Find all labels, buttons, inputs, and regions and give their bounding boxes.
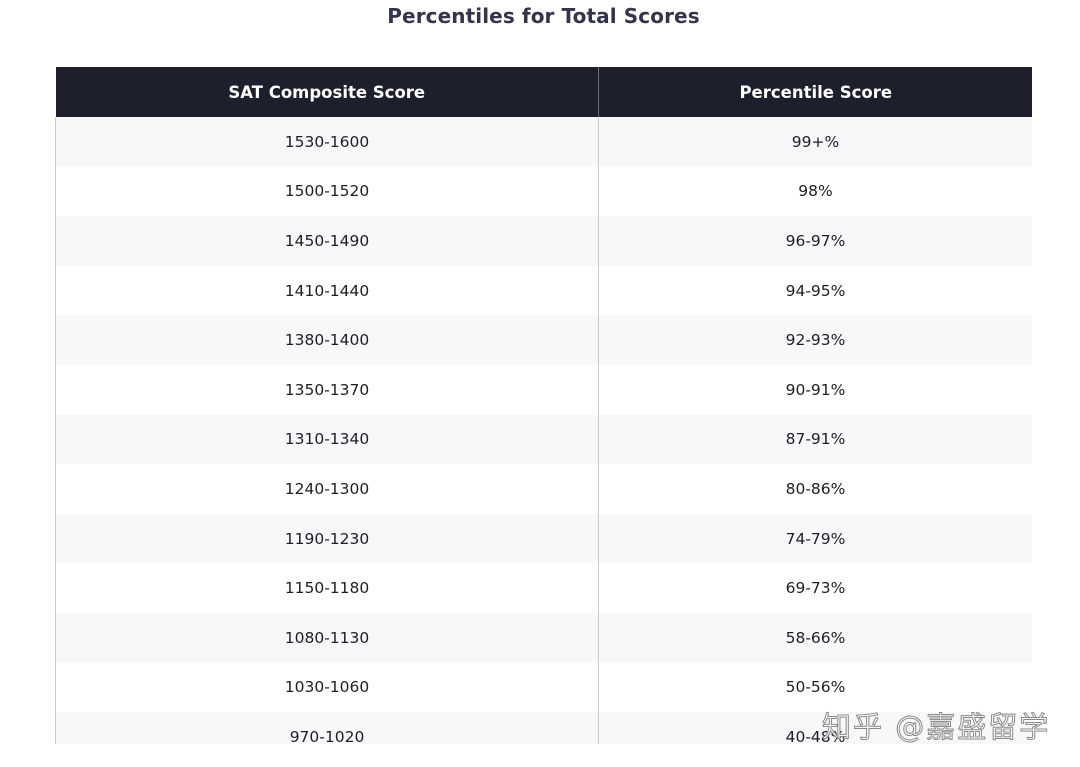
percentile-cell: 90-91% xyxy=(598,364,1032,415)
table-row: 1080-1130 58-66% xyxy=(55,612,1032,663)
score-cell: 1150-1180 xyxy=(55,563,599,613)
percentile-cell: 69-73% xyxy=(598,563,1032,613)
percentile-table: SAT Composite Score Percentile Score 153… xyxy=(55,67,1032,744)
table-row: 1150-1180 69-73% xyxy=(55,563,1032,613)
score-cell: 1190-1230 xyxy=(55,513,599,564)
percentile-cell: 87-91% xyxy=(598,414,1032,465)
column-header-percentile-score: Percentile Score xyxy=(598,67,1032,117)
score-cell: 970-1020 xyxy=(55,712,599,744)
percentile-cell: 40-48% xyxy=(598,712,1032,744)
score-cell: 1500-1520 xyxy=(55,166,599,217)
score-cell: 1380-1400 xyxy=(55,315,599,365)
score-cell: 1080-1130 xyxy=(55,612,599,663)
table-row: 1530-1600 99+% xyxy=(55,117,1032,167)
percentile-cell: 99+% xyxy=(598,117,1032,167)
table-row: 1310-1340 87-91% xyxy=(55,414,1032,465)
table-row: 1350-1370 90-91% xyxy=(55,364,1032,415)
score-cell: 1030-1060 xyxy=(55,662,599,713)
score-cell: 1450-1490 xyxy=(55,216,599,266)
score-cell: 1410-1440 xyxy=(55,265,599,316)
percentile-cell: 96-97% xyxy=(598,216,1032,266)
percentile-cell: 80-86% xyxy=(598,464,1032,514)
table-row: 1190-1230 74-79% xyxy=(55,513,1032,564)
percentile-cell: 58-66% xyxy=(598,612,1032,663)
score-cell: 1350-1370 xyxy=(55,364,599,415)
column-header-sat-composite-score: SAT Composite Score xyxy=(55,67,599,117)
table-row: 1240-1300 80-86% xyxy=(55,464,1032,514)
page-title: Percentiles for Total Scores xyxy=(387,4,700,28)
percentile-cell: 94-95% xyxy=(598,265,1032,316)
percentile-cell: 98% xyxy=(598,166,1032,217)
table-row: 1500-1520 98% xyxy=(55,166,1032,217)
score-cell: 1240-1300 xyxy=(55,464,599,514)
percentile-cell: 92-93% xyxy=(598,315,1032,365)
percentile-table-container: SAT Composite Score Percentile Score 153… xyxy=(55,67,1032,744)
table-row: 1450-1490 96-97% xyxy=(55,216,1032,266)
score-cell: 1310-1340 xyxy=(55,414,599,465)
table-row: 1410-1440 94-95% xyxy=(55,265,1032,316)
table-header-row: SAT Composite Score Percentile Score xyxy=(55,67,1032,117)
percentile-cell: 74-79% xyxy=(598,513,1032,564)
score-cell: 1530-1600 xyxy=(55,117,599,167)
table-row: 970-1020 40-48% xyxy=(55,712,1032,744)
table-row: 1380-1400 92-93% xyxy=(55,315,1032,365)
percentile-cell: 50-56% xyxy=(598,662,1032,713)
table-row: 1030-1060 50-56% xyxy=(55,662,1032,713)
